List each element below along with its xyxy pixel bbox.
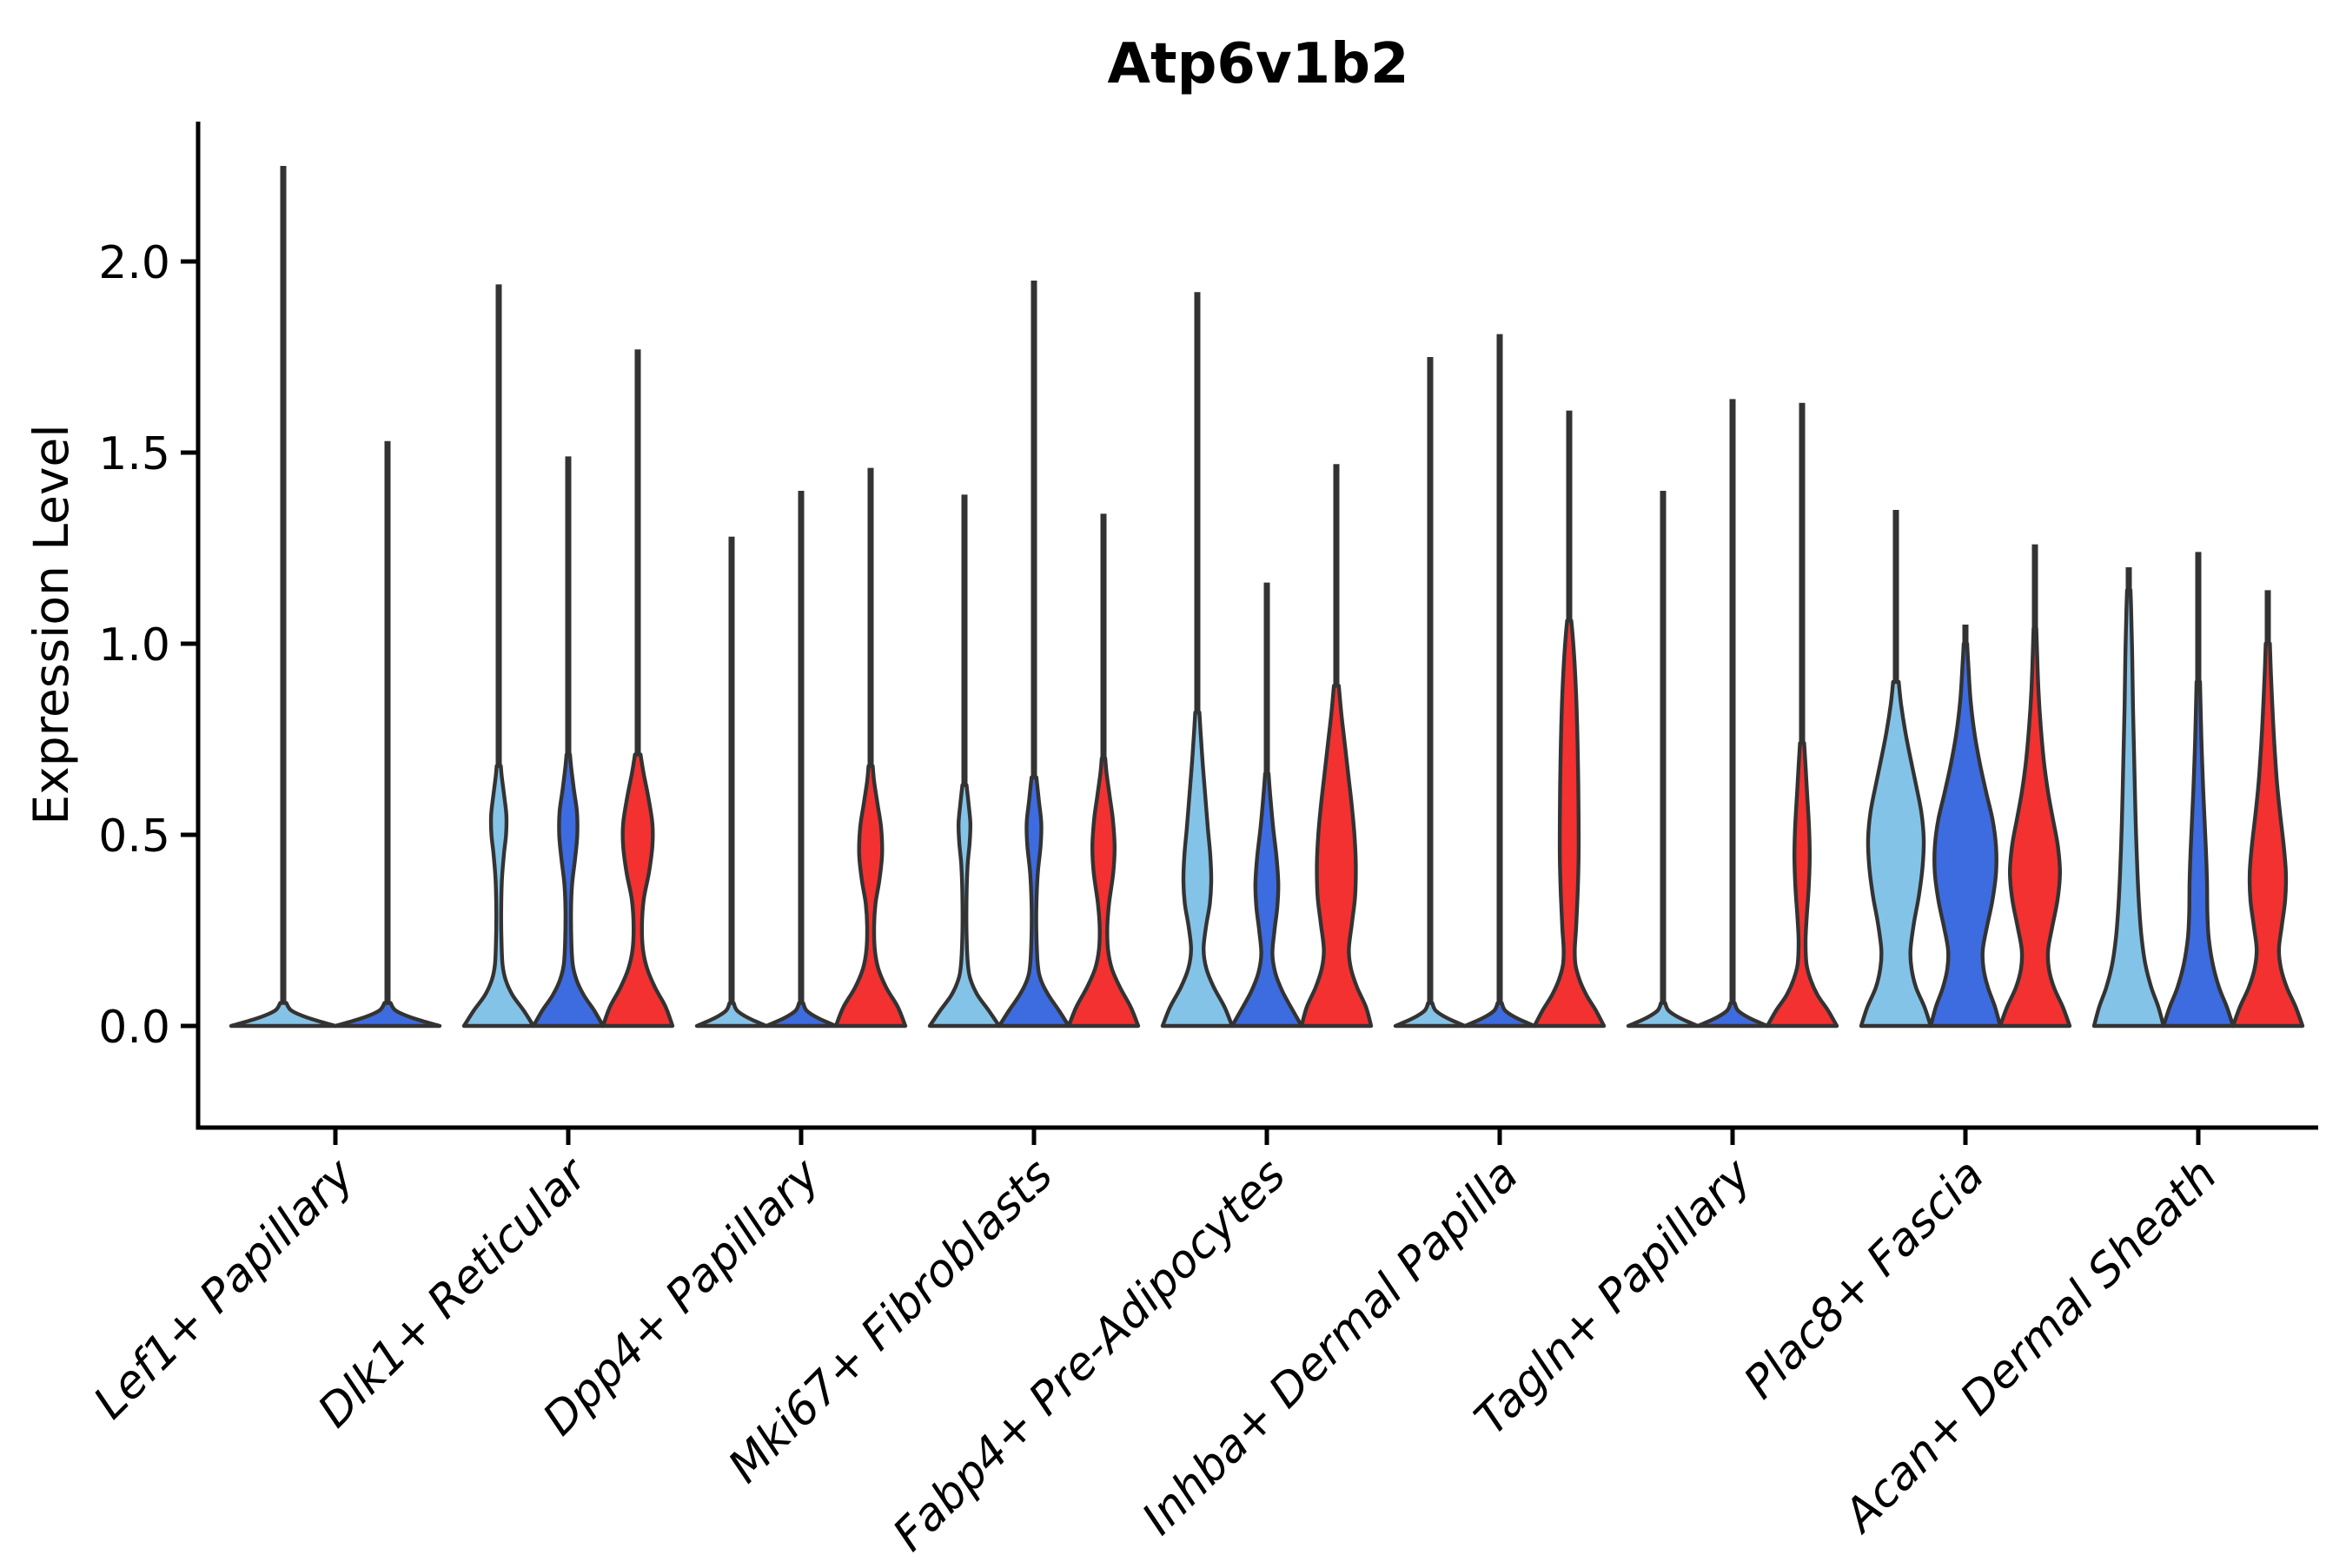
violin-body-light_blue bbox=[461, 764, 536, 1029]
chart-title: Atp6v1b2 bbox=[1107, 32, 1408, 96]
violin-body-light_blue bbox=[694, 1001, 769, 1029]
violin-body-red bbox=[833, 764, 908, 1029]
y-tick-label: 2.0 bbox=[98, 237, 170, 289]
violin-layer bbox=[229, 166, 2305, 1029]
y-tick-label: 0.5 bbox=[98, 810, 170, 863]
violin-body-light_blue bbox=[229, 1001, 338, 1029]
violin-body-light_blue bbox=[2091, 588, 2166, 1029]
violin-body-light_blue bbox=[1393, 1001, 1468, 1029]
violin-body-dark_blue bbox=[333, 1001, 442, 1029]
violin-group bbox=[1859, 510, 2072, 1029]
violin-group bbox=[1626, 399, 1839, 1029]
y-tick-label: 0.0 bbox=[98, 1002, 170, 1054]
violin-body-red bbox=[1066, 756, 1141, 1029]
violin-body-red bbox=[600, 752, 675, 1029]
violin-body-dark_blue bbox=[2161, 679, 2236, 1029]
violin-group bbox=[461, 284, 675, 1029]
y-tick-label: 1.0 bbox=[98, 619, 170, 672]
violin-body-red bbox=[2230, 641, 2305, 1029]
violin-group bbox=[229, 166, 442, 1029]
violin-body-dark_blue bbox=[1928, 641, 2003, 1029]
y-axis-ticks: 0.0 0.5 1.0 1.5 2.0 bbox=[98, 237, 198, 1054]
x-tick-label: Fabp4+ Pre-Adipocytes bbox=[884, 1149, 1296, 1562]
violin-group bbox=[694, 467, 908, 1029]
violin-body-dark_blue bbox=[764, 1001, 838, 1029]
violin-group bbox=[1160, 292, 1374, 1029]
violin-body-light_blue bbox=[1160, 711, 1235, 1029]
x-tick-label: Plac8+ Fascia bbox=[1734, 1149, 1994, 1409]
violin-group bbox=[1393, 334, 1607, 1029]
violin-body-light_blue bbox=[1626, 1001, 1700, 1029]
violin-body-dark_blue bbox=[1229, 771, 1304, 1029]
y-axis-label: Expression Level bbox=[23, 424, 79, 824]
x-tick-label: Inhba+ Dermal Papilla bbox=[1132, 1149, 1528, 1545]
violin-group bbox=[927, 281, 1141, 1029]
violin-body-dark_blue bbox=[997, 775, 1071, 1029]
violin-body-red bbox=[1299, 684, 1374, 1029]
x-tick-label: Acan+ Dermal Sheath bbox=[1832, 1149, 2227, 1544]
violin-body-dark_blue bbox=[531, 752, 606, 1029]
violin-body-light_blue bbox=[1859, 679, 1933, 1029]
violin-body-dark_blue bbox=[1462, 1001, 1537, 1029]
violin-body-dark_blue bbox=[1695, 1001, 1770, 1029]
y-tick-label: 1.5 bbox=[98, 428, 170, 480]
violin-group bbox=[2091, 552, 2305, 1029]
violin-body-red bbox=[1532, 619, 1607, 1029]
violin-body-red bbox=[1765, 741, 1839, 1029]
violin-body-light_blue bbox=[927, 783, 1002, 1029]
violin-body-red bbox=[1998, 626, 2072, 1029]
